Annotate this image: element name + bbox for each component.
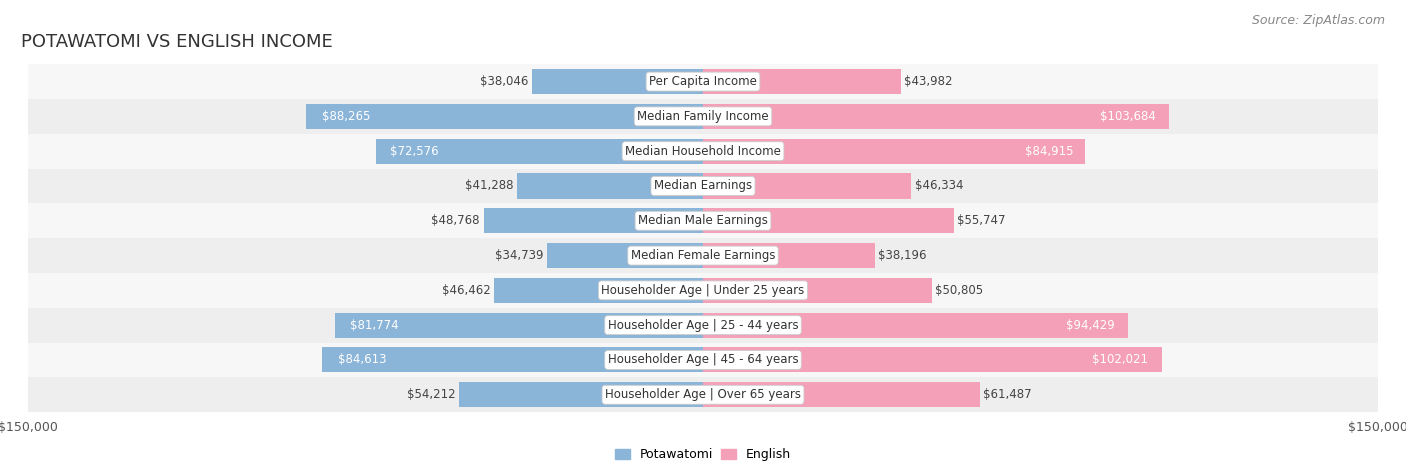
Bar xyxy=(703,312,1128,338)
Bar xyxy=(377,139,703,164)
Bar xyxy=(484,208,703,234)
Text: $61,487: $61,487 xyxy=(983,388,1032,401)
Bar xyxy=(28,273,1378,308)
Legend: Potawatomi, English: Potawatomi, English xyxy=(610,443,796,466)
Bar xyxy=(28,238,1378,273)
Bar xyxy=(460,382,703,407)
Text: $72,576: $72,576 xyxy=(389,145,439,158)
Text: $43,982: $43,982 xyxy=(904,75,953,88)
Text: $34,739: $34,739 xyxy=(495,249,543,262)
Bar xyxy=(28,203,1378,238)
Text: $88,265: $88,265 xyxy=(322,110,370,123)
Text: $50,805: $50,805 xyxy=(935,284,983,297)
Bar xyxy=(494,278,703,303)
Bar xyxy=(335,312,703,338)
Text: Median Earnings: Median Earnings xyxy=(654,179,752,192)
Text: $81,774: $81,774 xyxy=(350,318,398,332)
Bar xyxy=(703,382,980,407)
Text: $84,613: $84,613 xyxy=(337,354,387,367)
Text: $102,021: $102,021 xyxy=(1092,354,1149,367)
Bar xyxy=(531,69,703,94)
Text: Householder Age | 45 - 64 years: Householder Age | 45 - 64 years xyxy=(607,354,799,367)
Text: $46,462: $46,462 xyxy=(441,284,491,297)
Text: Householder Age | Under 25 years: Householder Age | Under 25 years xyxy=(602,284,804,297)
Text: $84,915: $84,915 xyxy=(1025,145,1074,158)
Bar xyxy=(28,99,1378,134)
Bar xyxy=(28,134,1378,169)
Bar xyxy=(703,278,932,303)
Bar xyxy=(28,64,1378,99)
Bar xyxy=(703,139,1085,164)
Text: Source: ZipAtlas.com: Source: ZipAtlas.com xyxy=(1251,14,1385,27)
Bar xyxy=(28,308,1378,343)
Text: Median Household Income: Median Household Income xyxy=(626,145,780,158)
Bar xyxy=(703,104,1170,129)
Text: Per Capita Income: Per Capita Income xyxy=(650,75,756,88)
Bar xyxy=(703,173,911,198)
Bar xyxy=(322,347,703,373)
Text: $41,288: $41,288 xyxy=(465,179,513,192)
Text: POTAWATOMI VS ENGLISH INCOME: POTAWATOMI VS ENGLISH INCOME xyxy=(21,33,333,51)
Bar xyxy=(517,173,703,198)
Bar xyxy=(28,169,1378,203)
Bar xyxy=(28,377,1378,412)
Text: Median Family Income: Median Family Income xyxy=(637,110,769,123)
Bar xyxy=(703,243,875,268)
Text: $48,768: $48,768 xyxy=(432,214,479,227)
Text: $54,212: $54,212 xyxy=(406,388,456,401)
Bar xyxy=(703,347,1161,373)
Bar xyxy=(28,343,1378,377)
Text: Householder Age | 25 - 44 years: Householder Age | 25 - 44 years xyxy=(607,318,799,332)
Bar xyxy=(703,208,953,234)
Bar xyxy=(547,243,703,268)
Bar xyxy=(703,69,901,94)
Text: $94,429: $94,429 xyxy=(1066,318,1115,332)
Text: $103,684: $103,684 xyxy=(1099,110,1156,123)
Text: Median Male Earnings: Median Male Earnings xyxy=(638,214,768,227)
Text: $38,196: $38,196 xyxy=(879,249,927,262)
Text: Median Female Earnings: Median Female Earnings xyxy=(631,249,775,262)
Text: Householder Age | Over 65 years: Householder Age | Over 65 years xyxy=(605,388,801,401)
Text: $46,334: $46,334 xyxy=(915,179,963,192)
Bar xyxy=(307,104,703,129)
Text: $38,046: $38,046 xyxy=(479,75,529,88)
Text: $55,747: $55,747 xyxy=(957,214,1005,227)
